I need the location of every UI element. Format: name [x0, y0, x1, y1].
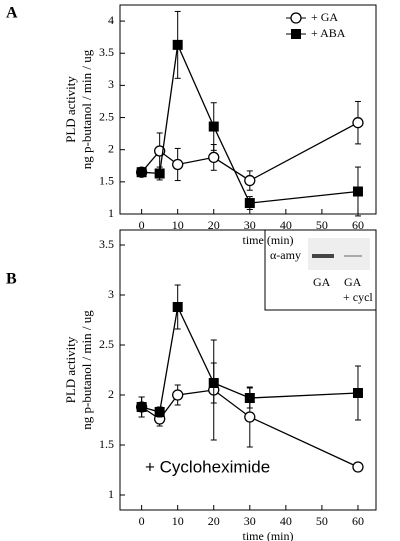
panel-label: A: [6, 5, 18, 22]
x-tick-label: 30: [244, 218, 256, 232]
marker: [352, 461, 364, 473]
y-tick-label: 3.5: [99, 45, 114, 59]
marker: [154, 168, 165, 179]
legend-label: + ABA: [311, 26, 346, 40]
y-tick-label: 1.5: [99, 437, 114, 451]
y-tick-label: 2.5: [99, 109, 114, 123]
legend-marker: [291, 29, 301, 39]
y-tick-label: 1: [108, 487, 114, 501]
y-tick-label: 2: [108, 387, 114, 401]
marker: [208, 151, 220, 164]
legend-marker: [290, 12, 302, 24]
y-axis-label: PLD activity: [63, 336, 78, 403]
lane-label: GA: [344, 275, 362, 289]
x-tick-label: 40: [280, 218, 292, 232]
marker: [352, 117, 364, 129]
y-tick-label: 3.5: [99, 237, 114, 251]
x-tick-label: 10: [172, 514, 184, 528]
panel-label: B: [6, 271, 17, 288]
y-axis-label: ng p-butanol / min / ug: [79, 49, 94, 169]
inset-label: α-amy: [270, 248, 301, 262]
y-tick-label: 3: [108, 77, 114, 91]
marker: [244, 174, 256, 187]
gel-band: [344, 255, 362, 257]
marker: [154, 407, 165, 417]
x-tick-label: 10: [172, 218, 184, 232]
marker: [172, 302, 183, 312]
x-tick-label: 50: [316, 218, 328, 232]
marker: [244, 393, 255, 403]
x-tick-label: 0: [139, 218, 145, 232]
x-tick-label: 20: [208, 218, 220, 232]
marker: [208, 378, 219, 388]
x-tick-label: 20: [208, 514, 220, 528]
x-axis-label: time (min): [243, 529, 294, 541]
y-tick-label: 2.5: [99, 337, 114, 351]
marker: [136, 167, 147, 178]
marker: [244, 198, 255, 209]
marker: [244, 411, 256, 423]
x-tick-label: 40: [280, 514, 292, 528]
marker: [172, 389, 184, 401]
x-tick-label: 60: [352, 218, 364, 232]
x-tick-label: 0: [139, 514, 145, 528]
annotation: + Cycloheximide: [145, 457, 270, 476]
y-tick-label: 1: [108, 206, 114, 220]
gel-band: [312, 254, 334, 258]
marker: [352, 186, 363, 197]
marker: [136, 402, 147, 412]
lane-label: GA: [313, 275, 331, 289]
y-tick-label: 2: [108, 141, 114, 155]
marker: [172, 39, 183, 50]
lane-note: + cycl: [343, 290, 373, 304]
plot-frame: [119, 4, 377, 215]
inset: α-amy GA GA + cycl: [264, 229, 377, 311]
x-tick-label: 30: [244, 514, 256, 528]
x-axis-label: time (min): [243, 233, 294, 247]
y-axis-label: PLD activity: [63, 76, 78, 143]
marker: [352, 388, 363, 398]
legend-label: + GA: [311, 10, 338, 24]
x-tick-label: 50: [316, 514, 328, 528]
y-tick-label: 4: [108, 13, 114, 27]
y-tick-label: 3: [108, 287, 114, 301]
marker: [208, 121, 219, 132]
plot-frame: [119, 229, 377, 511]
x-tick-label: 60: [352, 514, 364, 528]
y-tick-label: 1.5: [99, 174, 114, 188]
y-axis-label: ng p-butanol / min / ug: [79, 310, 94, 430]
marker: [172, 158, 184, 171]
